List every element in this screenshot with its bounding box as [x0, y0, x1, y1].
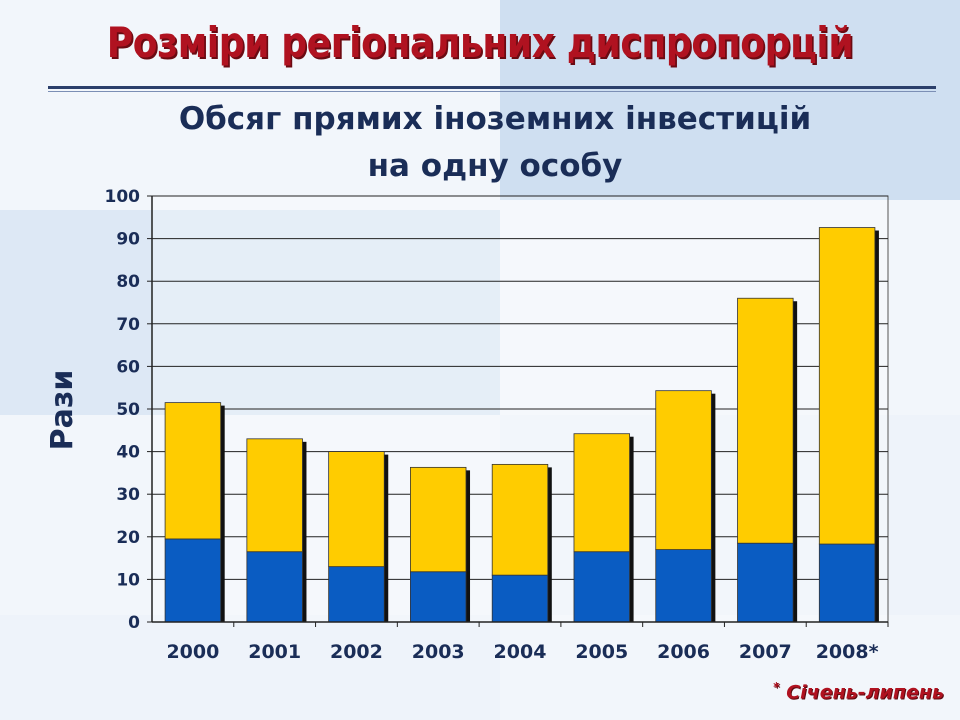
- bar-segment: [655, 390, 712, 550]
- title-divider: [48, 86, 936, 89]
- x-tick-label: 2004: [494, 641, 547, 663]
- y-tick-label: 90: [116, 230, 140, 250]
- footnote-text: Січень-липень: [786, 681, 944, 704]
- bar-segment: [573, 551, 630, 623]
- y-tick-label: 50: [116, 400, 140, 420]
- x-tick-label: 2006: [657, 641, 710, 663]
- x-tick-label: 2001: [248, 641, 301, 663]
- background-tile: [0, 210, 500, 415]
- slide-title: Розміри регіональних диспропорцій: [106, 18, 854, 67]
- y-tick-label: 70: [116, 315, 140, 335]
- bar-segment: [328, 451, 385, 568]
- chart-title-line-1: Обсяг прямих іноземних інвестицій: [178, 101, 812, 137]
- x-tick-label: 2003: [412, 641, 465, 663]
- footnote-mark: *: [773, 680, 780, 694]
- title-divider-thin: [48, 91, 936, 92]
- x-tick-label: 2002: [330, 641, 383, 663]
- bar-segment: [410, 571, 467, 623]
- bar-segment: [573, 433, 630, 553]
- x-tick-label: 2007: [739, 641, 792, 663]
- y-tick-label: 30: [116, 485, 140, 505]
- bars-layer: [164, 227, 879, 623]
- y-tick-label: 40: [116, 443, 140, 463]
- x-tick-label: 2008*: [816, 641, 879, 663]
- bar-segment: [737, 297, 794, 544]
- y-tick-label: 80: [116, 272, 140, 292]
- background-tile: [500, 0, 960, 200]
- background-tile: [0, 615, 500, 720]
- bar-segment: [328, 566, 385, 623]
- bar-segment: [818, 543, 876, 623]
- y-tick-label: 20: [116, 528, 140, 548]
- y-axis-label: Рази: [45, 370, 80, 451]
- axis-layer: 0 10 20 30 40 50 60 70 80 90 100 2000 2001 2002 2003 20…: [105, 187, 889, 663]
- bar-segment: [655, 549, 712, 623]
- bar-segment: [246, 551, 303, 623]
- bar-segment: [246, 438, 303, 553]
- y-tick-label: 100: [105, 187, 141, 207]
- y-tick-label: 0: [128, 613, 140, 633]
- footnote: * Січень-липень: [773, 680, 944, 703]
- bar-segment: [410, 466, 467, 573]
- bar-segment: [164, 538, 222, 623]
- y-tick-label: 60: [116, 357, 140, 377]
- y-tick-label: 10: [116, 570, 140, 590]
- bar-segment: [164, 402, 222, 540]
- bar-segment: [491, 463, 549, 576]
- bar-segment: [818, 227, 876, 545]
- x-tick-label: 2000: [166, 641, 219, 663]
- chart-title-line-2: на одну особу: [367, 148, 623, 184]
- bar-segment: [491, 574, 549, 623]
- bar-segment: [737, 542, 794, 623]
- x-tick-label: 2005: [575, 641, 628, 663]
